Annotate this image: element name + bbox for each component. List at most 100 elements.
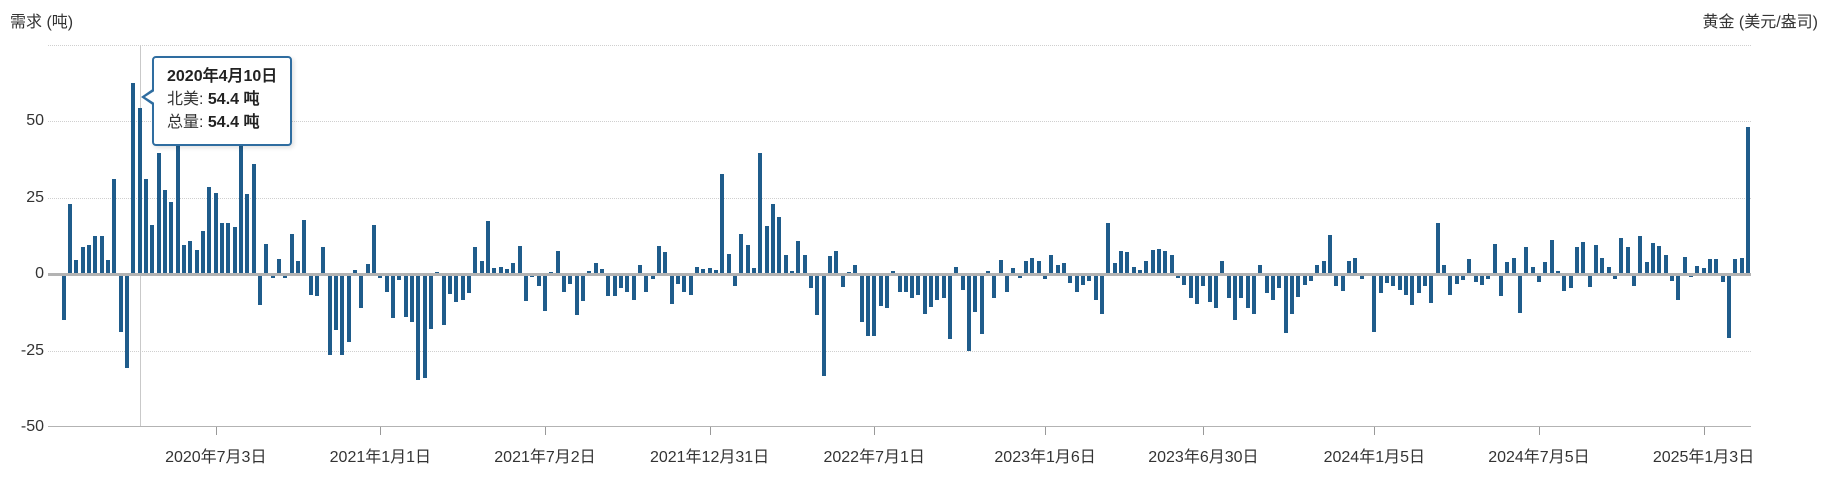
bar[interactable] — [137, 107, 142, 275]
bar[interactable] — [637, 265, 642, 275]
bar[interactable] — [1169, 255, 1174, 275]
bar[interactable] — [270, 274, 275, 279]
bar[interactable] — [327, 274, 332, 356]
bar[interactable] — [1562, 274, 1567, 292]
bar[interactable] — [1701, 268, 1706, 275]
bar[interactable] — [1612, 274, 1617, 279]
bar[interactable] — [1074, 274, 1079, 293]
bar[interactable] — [815, 274, 820, 316]
bar[interactable] — [992, 274, 997, 299]
bar[interactable] — [1574, 246, 1579, 275]
bar[interactable] — [93, 236, 98, 275]
bar[interactable] — [599, 268, 604, 275]
bar[interactable] — [1707, 258, 1712, 275]
bar[interactable] — [1334, 274, 1339, 287]
bar[interactable] — [61, 274, 66, 321]
bar[interactable] — [169, 202, 174, 275]
bar[interactable] — [1441, 264, 1446, 275]
bar[interactable] — [1106, 222, 1111, 275]
bar[interactable] — [1302, 274, 1307, 285]
bar[interactable] — [758, 153, 763, 275]
bar[interactable] — [1695, 265, 1700, 275]
bar[interactable] — [1720, 274, 1725, 282]
bar[interactable] — [296, 260, 301, 275]
bar[interactable] — [213, 192, 218, 275]
bar[interactable] — [846, 272, 851, 275]
bar[interactable] — [606, 274, 611, 296]
bar[interactable] — [1581, 241, 1586, 275]
bar[interactable] — [1403, 274, 1408, 295]
bar[interactable] — [1650, 243, 1655, 275]
bar[interactable] — [675, 274, 680, 285]
bar[interactable] — [682, 274, 687, 292]
bar[interactable] — [726, 254, 731, 275]
bar[interactable] — [865, 274, 870, 336]
bar[interactable] — [479, 261, 484, 275]
bar[interactable] — [580, 274, 585, 302]
bar[interactable] — [163, 190, 168, 275]
bar[interactable] — [1524, 246, 1529, 275]
bar[interactable] — [1593, 245, 1598, 275]
bar[interactable] — [372, 225, 377, 275]
bar[interactable] — [1435, 222, 1440, 275]
bar[interactable] — [1644, 261, 1649, 275]
bar[interactable] — [1201, 274, 1206, 287]
bar[interactable] — [720, 174, 725, 275]
bar[interactable] — [308, 274, 313, 295]
bar[interactable] — [1182, 274, 1187, 285]
bar[interactable] — [346, 274, 351, 343]
bar[interactable] — [1144, 260, 1149, 275]
bar[interactable] — [1726, 274, 1731, 338]
bar[interactable] — [929, 274, 934, 307]
bar[interactable] — [827, 256, 832, 275]
bar[interactable] — [1372, 274, 1377, 332]
bar[interactable] — [593, 263, 598, 275]
bar[interactable] — [277, 258, 282, 275]
bar[interactable] — [1429, 274, 1434, 303]
bar[interactable] — [74, 260, 79, 275]
bar[interactable] — [1043, 274, 1048, 279]
bar[interactable] — [612, 274, 617, 296]
bar[interactable] — [853, 264, 858, 275]
bar[interactable] — [289, 234, 294, 275]
bar[interactable] — [391, 274, 396, 319]
bar[interactable] — [1087, 274, 1092, 281]
bar[interactable] — [1207, 274, 1212, 302]
bar[interactable] — [1125, 251, 1130, 275]
bar[interactable] — [935, 274, 940, 301]
bar[interactable] — [1536, 274, 1541, 282]
bar[interactable] — [542, 274, 547, 311]
bar[interactable] — [859, 274, 864, 322]
bar[interactable] — [587, 271, 592, 275]
bar[interactable] — [1195, 274, 1200, 304]
bar[interactable] — [226, 222, 231, 275]
bar[interactable] — [1619, 237, 1624, 275]
bar[interactable] — [403, 274, 408, 317]
bar[interactable] — [872, 274, 877, 336]
bar[interactable] — [1353, 258, 1358, 275]
bar[interactable] — [422, 274, 427, 379]
bar[interactable] — [834, 251, 839, 275]
bar[interactable] — [131, 83, 136, 275]
bar[interactable] — [1460, 274, 1465, 280]
bar[interactable] — [1498, 274, 1503, 297]
bar[interactable] — [175, 142, 180, 275]
bar[interactable] — [1188, 274, 1193, 298]
bar[interactable] — [1397, 274, 1402, 291]
bar[interactable] — [188, 241, 193, 275]
bar[interactable] — [492, 268, 497, 275]
bar[interactable] — [1638, 235, 1643, 275]
bar[interactable] — [948, 274, 953, 339]
bar[interactable] — [429, 274, 434, 329]
bar[interactable] — [365, 264, 370, 275]
bar[interactable] — [1309, 274, 1313, 281]
bar[interactable] — [156, 153, 161, 275]
bar[interactable] — [1486, 274, 1491, 279]
bar[interactable] — [144, 179, 149, 275]
bar[interactable] — [1473, 274, 1478, 283]
bar[interactable] — [397, 274, 402, 280]
bar[interactable] — [1714, 258, 1719, 275]
bar[interactable] — [99, 236, 104, 275]
bar[interactable] — [1346, 260, 1351, 275]
bar[interactable] — [732, 274, 737, 286]
